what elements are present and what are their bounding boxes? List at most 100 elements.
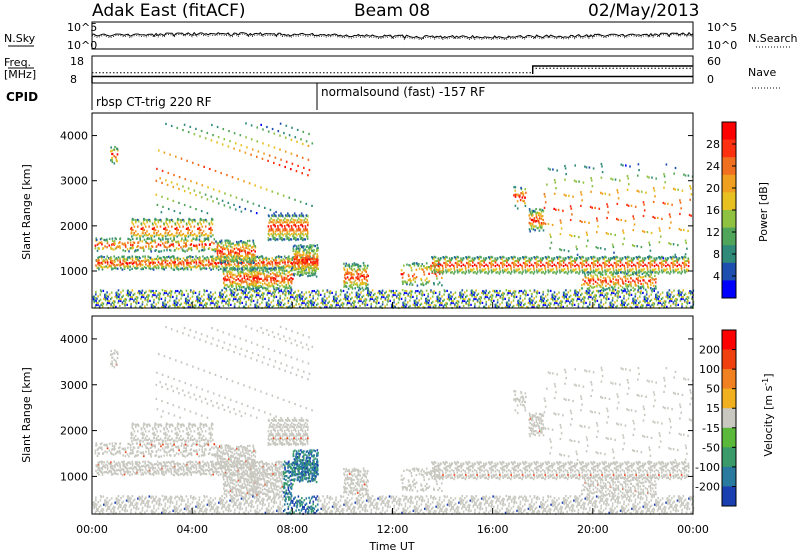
power-cell: [375, 305, 377, 308]
power-cell: [300, 271, 302, 275]
power-cell: [463, 298, 466, 301]
power-cell: [225, 302, 227, 305]
power-cell: [531, 306, 533, 309]
power-cell: [114, 145, 116, 149]
power-cell: [365, 278, 368, 281]
power-cell: [105, 258, 107, 261]
power-cell: [226, 294, 228, 297]
power-cell: [495, 259, 498, 262]
power-cell: [267, 289, 270, 293]
power-cell: [95, 237, 97, 240]
power-cell: [227, 285, 230, 288]
power-cell: [245, 280, 247, 283]
power-cell: [157, 293, 159, 296]
power-cell: [241, 301, 243, 304]
power-cell: [201, 232, 203, 235]
power-cell: [167, 238, 169, 241]
power-cell: [98, 264, 101, 267]
power-cell: [644, 270, 647, 274]
power-cell: [266, 262, 269, 265]
power-cell: [144, 225, 147, 228]
power-cell: [289, 221, 291, 224]
power-cell: [236, 300, 239, 303]
power-cell: [217, 249, 220, 252]
power-cell: [452, 301, 454, 305]
power-cell: [221, 248, 224, 251]
power-cell: [365, 298, 368, 301]
power-cell: [471, 268, 474, 271]
power-cell: [200, 218, 203, 221]
power-cell: [499, 289, 501, 293]
power-cell: [302, 272, 304, 275]
power-cell: [182, 232, 185, 236]
power-cell: [413, 273, 416, 276]
power-cell: [298, 267, 300, 270]
power-cell: [210, 255, 212, 258]
power-cell: [151, 222, 154, 225]
power-cell: [308, 274, 310, 277]
power-cell: [301, 223, 303, 226]
power-cell: [246, 278, 249, 281]
power-cell: [164, 296, 167, 299]
power-cell: [598, 283, 600, 286]
power-cell: [581, 266, 583, 269]
power-cell: [519, 194, 521, 197]
power-cell: [680, 264, 682, 267]
power-cell: [285, 305, 288, 309]
power-cell: [490, 263, 493, 266]
power-cell: [458, 295, 460, 298]
power-cell: [267, 292, 269, 295]
power-cell: [120, 267, 122, 270]
power-cell: [243, 286, 245, 289]
power-cell: [593, 260, 595, 263]
power-cell: [314, 306, 317, 309]
power-cell: [687, 268, 689, 271]
power-cell: [538, 291, 541, 294]
power-cell: [165, 238, 167, 241]
power-cell: [237, 285, 240, 288]
power-cell: [119, 237, 122, 240]
power-cell: [128, 250, 130, 253]
power-cell: [147, 298, 149, 301]
power-cell: [511, 305, 514, 309]
power-cell: [162, 304, 164, 307]
power-cell: [623, 275, 625, 278]
power-cell: [298, 229, 300, 232]
power-cell: [170, 263, 172, 266]
power-cell: [486, 294, 489, 297]
power-cell: [513, 289, 516, 293]
power-cell: [236, 251, 239, 255]
power-cell: [355, 270, 358, 273]
power-cell: [345, 296, 348, 299]
power-cell: [95, 301, 98, 305]
power-cell: [495, 303, 497, 306]
power-cell: [351, 269, 354, 272]
power-cell: [589, 281, 591, 284]
power-cell: [99, 298, 102, 301]
power-cell: [564, 257, 567, 260]
power-cell: [649, 266, 652, 269]
power-cell: [327, 301, 329, 305]
power-cell: [299, 253, 302, 256]
power-cell: [178, 291, 181, 294]
power-cell: [290, 277, 292, 280]
power-cell: [318, 305, 321, 309]
power-cell: [368, 290, 371, 293]
power-cell: [642, 257, 644, 260]
power-cell: [420, 265, 422, 268]
power-cell: [232, 285, 234, 288]
power-cell: [641, 276, 643, 279]
power-cell: [295, 295, 297, 298]
power-cell: [280, 223, 283, 226]
power-cell: [429, 305, 432, 309]
power-cell: [632, 279, 634, 282]
power-cell: [213, 304, 216, 307]
power-cell: [189, 297, 192, 300]
power-cell: [579, 261, 582, 265]
power-cell: [456, 302, 459, 305]
power-cell: [260, 273, 262, 276]
power-cell: [280, 256, 283, 259]
power-cell: [355, 276, 357, 279]
power-cell: [110, 291, 113, 294]
power-cell: [170, 259, 172, 262]
